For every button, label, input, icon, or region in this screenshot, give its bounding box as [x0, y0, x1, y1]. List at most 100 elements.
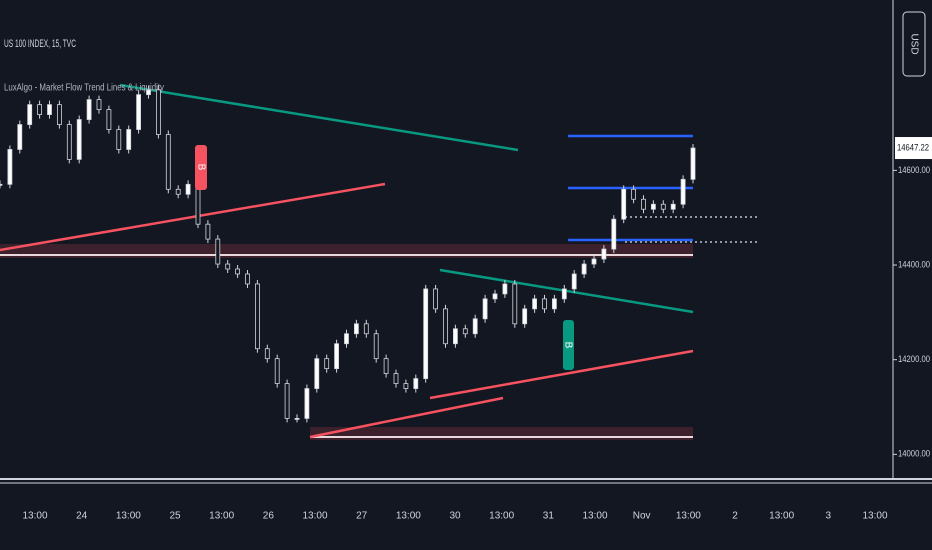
candle — [690, 147, 696, 180]
x-tick-label: 2 — [732, 511, 738, 522]
candle — [581, 263, 587, 275]
candle — [116, 129, 122, 150]
candle — [304, 388, 310, 419]
candle — [502, 283, 508, 295]
candle — [651, 203, 656, 210]
liquidity-zone — [310, 427, 693, 440]
candle — [254, 283, 260, 350]
candle — [37, 104, 42, 115]
candle — [353, 323, 359, 335]
candle — [423, 288, 429, 380]
x-tick-label: 25 — [169, 511, 181, 522]
candle — [245, 273, 250, 285]
candle — [532, 298, 537, 310]
candle — [660, 203, 666, 210]
candle — [571, 273, 577, 290]
indicator-drawings — [0, 83, 760, 440]
candle — [106, 109, 112, 130]
candle — [76, 119, 82, 160]
candle — [165, 134, 171, 190]
y-tick-label: 14000.00 — [898, 449, 930, 459]
candle — [601, 248, 607, 260]
candle — [136, 94, 142, 130]
x-tick-label: 13:00 — [22, 511, 47, 522]
candle — [393, 373, 399, 384]
candle — [195, 183, 201, 225]
candle — [155, 89, 161, 135]
candle — [443, 308, 448, 345]
last-price-label: 14647.22 — [897, 142, 929, 152]
candle — [7, 149, 13, 185]
candle — [294, 418, 300, 420]
candle — [324, 358, 330, 370]
candle — [146, 89, 151, 96]
x-tick-label: 26 — [263, 511, 275, 522]
currency-box — [902, 11, 926, 77]
candle — [314, 358, 320, 389]
x-tick-label: 27 — [356, 511, 368, 522]
x-tick-label: 13:00 — [116, 511, 141, 522]
y-tick-label: 14200.00 — [898, 354, 930, 364]
y-tick-label: 14600.00 — [898, 165, 930, 175]
candle — [452, 328, 458, 345]
candle — [66, 124, 72, 160]
candle — [284, 383, 290, 419]
candle — [86, 99, 92, 120]
x-tick-label: 13:00 — [769, 511, 794, 522]
candle — [512, 283, 518, 325]
candle — [403, 383, 409, 389]
candle — [205, 223, 211, 240]
candle — [522, 308, 528, 325]
candle — [126, 129, 132, 150]
candle — [433, 288, 439, 310]
candle — [47, 104, 52, 115]
candle — [492, 293, 498, 300]
candle — [225, 263, 231, 270]
trend-line — [429, 349, 694, 400]
x-tick-label: 13:00 — [396, 511, 421, 522]
x-tick-label: 30 — [449, 511, 461, 522]
badge-text: B — [562, 342, 573, 349]
x-tick-label: 13:00 — [582, 511, 607, 522]
chart-title: US 100 INDEX, 15, TVC — [4, 38, 76, 50]
currency-label: USD — [908, 33, 919, 54]
candle — [185, 183, 191, 195]
x-tick-label: 3 — [826, 511, 832, 522]
candle — [17, 124, 23, 150]
trend-line — [309, 396, 504, 439]
candle — [462, 328, 468, 335]
candle — [641, 198, 646, 210]
candle — [591, 258, 597, 265]
candle — [383, 358, 389, 374]
candle — [670, 203, 676, 210]
candle — [472, 318, 478, 335]
candle — [175, 188, 181, 195]
badge-text: B — [195, 164, 206, 171]
candle — [631, 188, 636, 200]
trend-line — [119, 83, 519, 152]
candle — [542, 298, 547, 310]
candle — [235, 268, 241, 275]
candle — [552, 298, 557, 310]
x-tick-label: 24 — [76, 511, 88, 522]
last-price-box — [895, 137, 932, 160]
candle — [96, 99, 102, 111]
trend-line — [0, 182, 386, 252]
candle — [27, 104, 33, 125]
candles — [0, 85, 696, 423]
signal-badge — [195, 145, 207, 190]
x-tick-label: 13:00 — [676, 511, 701, 522]
candle — [344, 333, 349, 345]
x-tick-label: 31 — [543, 511, 555, 522]
candle — [611, 218, 617, 250]
candle — [274, 358, 280, 384]
candle — [373, 333, 379, 360]
x-tick-label: 13:00 — [302, 511, 327, 522]
candle — [413, 378, 419, 389]
candle — [57, 104, 62, 125]
x-tick-label: 13:00 — [489, 511, 514, 522]
candle — [680, 178, 686, 205]
candle — [0, 183, 3, 186]
x-tick-label: 13:00 — [209, 511, 234, 522]
x-tick-label: 13:00 — [862, 511, 887, 522]
